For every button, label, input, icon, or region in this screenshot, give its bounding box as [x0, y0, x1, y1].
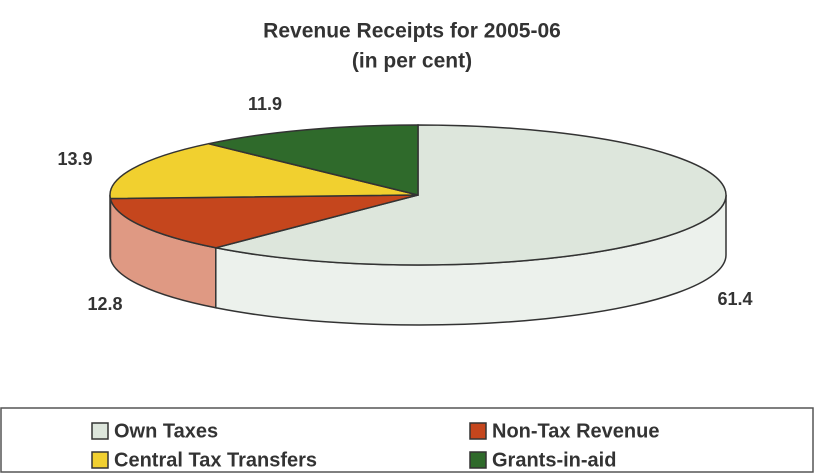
legend-label: Grants-in-aid [492, 449, 616, 471]
data-label: 13.9 [57, 149, 92, 169]
slice [208, 124, 419, 196]
legend-label: Own Taxes [114, 420, 218, 442]
legend-box [0, 407, 814, 473]
data-label: 11.9 [248, 94, 282, 114]
data-label: 12.8 [87, 294, 122, 314]
legend-swatch [469, 451, 487, 469]
slice [215, 124, 727, 266]
data-label: 61.4 [717, 289, 752, 309]
slice [109, 142, 419, 200]
legend-swatch [91, 422, 109, 440]
legend-swatch [469, 422, 487, 440]
legend-label: Non-Tax Revenue [492, 420, 659, 442]
slice [109, 194, 419, 249]
legend-swatch [91, 451, 109, 469]
chart-subtitle: (in per cent) [352, 50, 472, 73]
chart-title: Revenue Receipts for 2005-06 [263, 20, 561, 43]
legend-label: Central Tax Transfers [114, 449, 317, 471]
